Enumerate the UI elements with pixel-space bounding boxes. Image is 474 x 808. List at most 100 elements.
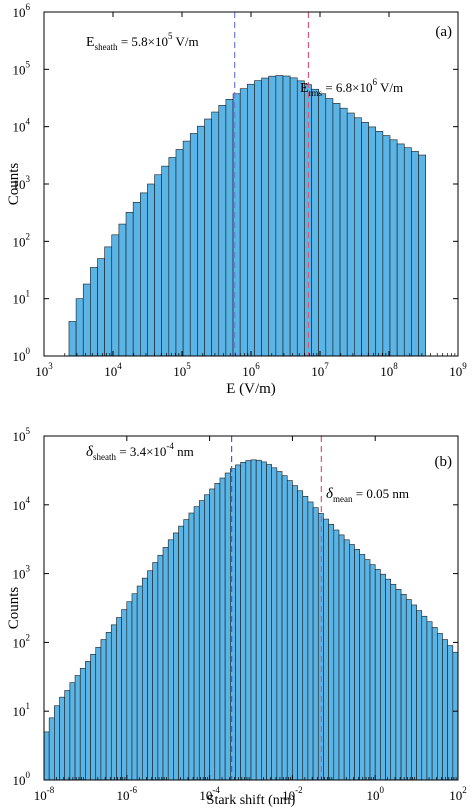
x-tick-label: 102 [449, 785, 467, 803]
histogram-bar [418, 154, 426, 357]
histogram-bar [230, 468, 236, 781]
histogram-bar [54, 705, 60, 781]
histogram-bar [211, 111, 220, 357]
histogram-bar [282, 75, 291, 357]
y-tick-label: 100 [13, 770, 31, 788]
y-ticks-a: 100 101 102 103 104 105 106 [13, 2, 458, 364]
histogram-bar [302, 495, 309, 781]
histogram-bar [266, 464, 272, 781]
histogram-bar [286, 480, 293, 781]
histogram-bar [292, 485, 298, 781]
panel-label-a: (a) [435, 24, 452, 40]
histogram-bar [178, 525, 185, 781]
histogram-bar [193, 506, 200, 781]
histogram-bar [349, 544, 355, 781]
histogram-bar [261, 461, 267, 781]
histogram-bar [218, 105, 227, 357]
x-axis-label-a: E (V/m) [226, 381, 276, 397]
histogram-bar [354, 117, 362, 357]
panel-b: 10-8 10-6 10-4 10-2 100 102 10010110210310410… [6, 426, 467, 808]
histogram-bar [390, 583, 397, 781]
histogram-bar [126, 601, 133, 781]
x-tick-label: 10-4 [199, 785, 220, 803]
histogram-bar [219, 477, 226, 781]
bars-a [68, 75, 426, 357]
histogram-bar [198, 500, 205, 781]
x-tick-label: 100 [366, 785, 384, 803]
histogram-bar [323, 518, 329, 781]
histogram-bar [240, 461, 247, 781]
histogram-bar [239, 88, 248, 357]
histogram-bar [225, 99, 234, 357]
x-tick-label: 103 [35, 361, 53, 379]
y-tick-label: 103 [13, 174, 31, 192]
histogram-bar [100, 639, 107, 781]
histogram-bar [188, 512, 195, 781]
histogram-bar [79, 668, 86, 781]
delta-sheath-label: δsheath = 3.4×10-4 nm [86, 441, 194, 462]
histogram-bar [125, 212, 134, 357]
histogram-bar [325, 98, 334, 357]
histogram-bar [250, 459, 257, 781]
histogram-bar [447, 645, 454, 781]
histogram-bar [369, 564, 376, 781]
histogram-bar [361, 122, 369, 357]
y-axis-label-a: Counts [6, 163, 22, 206]
histogram-bar [147, 570, 153, 781]
histogram-bar [209, 488, 216, 781]
panel-a: 103 104 105 106 107 108 109 100 101 102 103 104 105… [6, 2, 467, 397]
histogram-bar [364, 559, 371, 781]
histogram-bar [90, 654, 97, 781]
histogram-bar [204, 494, 210, 781]
histogram-bar [43, 731, 50, 781]
histogram-bar [204, 118, 212, 357]
x-tick-label: 10-8 [34, 785, 55, 803]
x-ticks-a: 103 104 105 106 107 108 109 [35, 12, 467, 379]
histogram-bar [307, 501, 314, 781]
delta-mean-label: δmean = 0.05 nm [326, 486, 409, 504]
histogram-bar [431, 627, 438, 781]
histogram-bar [332, 103, 341, 357]
histogram-bar [90, 267, 98, 357]
histogram-bar [95, 646, 102, 781]
histogram-bar [271, 467, 278, 781]
histogram-bar [385, 578, 392, 781]
histogram-bar [389, 139, 398, 357]
histogram-bar [69, 682, 76, 781]
histogram-bar [136, 585, 143, 781]
E-rms-label: Erms = 6.8×106 V/m [300, 77, 403, 98]
histogram-bar [442, 639, 448, 781]
histogram-bar [173, 532, 179, 781]
histogram-bar [167, 539, 174, 781]
histogram-bar [175, 149, 184, 357]
E-sheath-label: Esheath = 5.8×105 V/m [86, 31, 199, 52]
histogram-bar [247, 83, 255, 357]
histogram-bar [297, 490, 304, 781]
x-tick-label: 107 [311, 361, 329, 379]
histogram-bar [132, 201, 141, 357]
histogram-bar [374, 569, 381, 781]
y-ticks-b: 100 101 102 103 104 105 [13, 426, 458, 788]
x-tick-label: 109 [449, 361, 467, 379]
histogram-bar [116, 617, 122, 781]
histogram-bar [403, 147, 412, 357]
histogram-bar [396, 143, 405, 357]
histogram-bar [131, 593, 138, 781]
bars-b [43, 459, 459, 781]
y-tick-label: 105 [13, 426, 31, 444]
histogram-bar [64, 690, 71, 781]
histogram-bar [328, 524, 335, 781]
histogram-bar [82, 283, 91, 357]
histogram-bar [197, 125, 205, 357]
histogram-bar [121, 609, 128, 781]
histogram-bar [68, 321, 77, 357]
histogram-bar [59, 696, 66, 781]
histogram-bar [411, 151, 419, 357]
plot-frame-b [43, 435, 459, 781]
histogram-bar [289, 77, 298, 357]
histogram-bar [97, 258, 105, 357]
histogram-bar [189, 133, 198, 357]
histogram-bar [382, 135, 391, 357]
x-tick-label: 105 [173, 361, 191, 379]
